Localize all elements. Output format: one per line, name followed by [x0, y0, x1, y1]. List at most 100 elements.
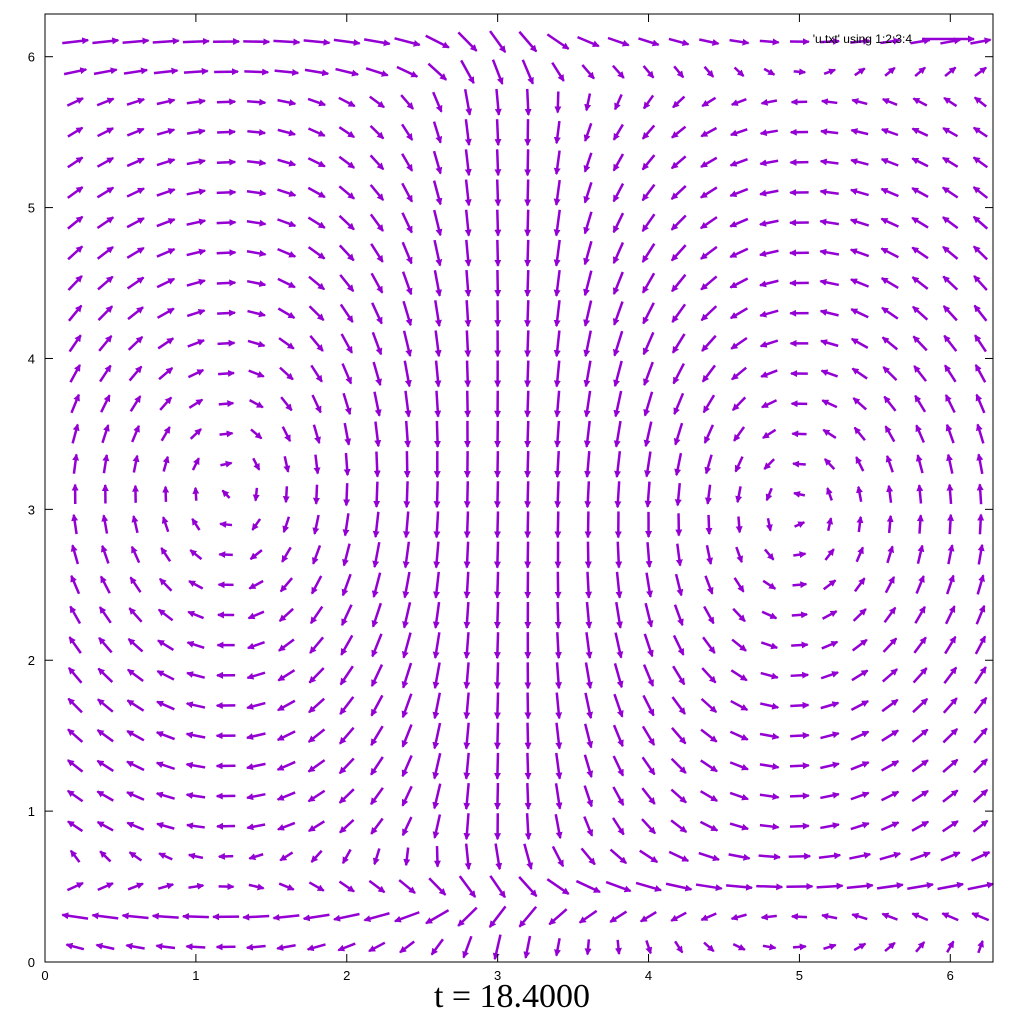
velocity-arrow — [524, 360, 532, 388]
velocity-arrow — [67, 759, 84, 773]
velocity-arrow — [820, 369, 839, 378]
velocity-arrow — [762, 943, 777, 951]
velocity-arrow — [759, 129, 778, 137]
velocity-arrow — [850, 278, 870, 288]
velocity-arrow — [819, 248, 840, 256]
velocity-arrow — [401, 724, 413, 748]
velocity-arrow — [67, 304, 83, 322]
velocity-arrow — [125, 942, 145, 950]
velocity-arrow — [642, 331, 655, 356]
velocity-arrow — [338, 185, 355, 200]
velocity-arrow — [493, 601, 501, 629]
velocity-arrow — [339, 303, 354, 323]
velocity-arrow — [217, 309, 236, 317]
velocity-arrow — [972, 156, 989, 169]
velocity-arrow — [493, 481, 501, 509]
velocity-arrow — [643, 633, 654, 658]
velocity-arrow — [340, 333, 354, 354]
velocity-arrow — [916, 484, 924, 504]
velocity-arrow — [701, 334, 717, 352]
velocity-arrow — [915, 575, 925, 594]
velocity-arrow — [553, 300, 561, 328]
velocity-arrow — [337, 942, 356, 952]
velocity-arrow — [156, 247, 176, 258]
velocity-arrow — [494, 239, 502, 267]
velocity-arrow — [554, 601, 562, 629]
velocity-arrow — [912, 305, 929, 321]
velocity-arrow — [96, 820, 114, 832]
velocity-arrow — [308, 667, 325, 684]
velocity-arrow — [880, 277, 899, 290]
velocity-arrow — [788, 852, 812, 860]
velocity-arrow — [524, 88, 532, 116]
velocity-arrow — [247, 309, 266, 318]
velocity-arrow — [151, 912, 179, 920]
velocity-arrow — [790, 701, 810, 709]
velocity-arrow — [585, 601, 593, 629]
velocity-arrow — [67, 728, 84, 743]
velocity-arrow — [553, 390, 561, 418]
velocity-arrow — [273, 38, 301, 46]
velocity-arrow — [913, 365, 928, 382]
velocity-arrow — [401, 212, 413, 234]
velocity-arrow — [612, 123, 624, 141]
velocity-arrow — [643, 391, 654, 417]
velocity-arrow — [401, 241, 413, 265]
velocity-arrow — [760, 671, 779, 680]
velocity-arrow — [71, 513, 79, 535]
velocity-arrow — [97, 127, 115, 138]
velocity-arrow — [942, 758, 959, 774]
velocity-arrow — [674, 452, 683, 477]
velocity-arrow — [883, 606, 897, 624]
velocity-arrow — [944, 635, 957, 655]
velocity-arrow — [704, 454, 713, 475]
velocity-arrow — [494, 149, 502, 177]
velocity-arrow — [849, 218, 870, 227]
velocity-arrow — [583, 420, 591, 448]
velocity-arrow — [759, 823, 780, 831]
velocity-arrow — [370, 725, 384, 747]
velocity-arrow — [554, 937, 561, 957]
velocity-arrow — [131, 424, 141, 443]
velocity-arrow — [404, 390, 412, 418]
velocity-arrow — [464, 360, 472, 388]
velocity-arrow — [729, 822, 750, 831]
velocity-arrow — [913, 636, 927, 654]
velocity-arrow — [851, 912, 868, 921]
velocity-arrow — [881, 729, 899, 742]
velocity-arrow — [613, 94, 623, 111]
velocity-arrow — [974, 635, 987, 655]
velocity-arrow — [880, 37, 901, 45]
velocity-arrow — [942, 275, 959, 291]
velocity-arrow — [700, 186, 718, 199]
velocity-arrow — [762, 428, 777, 440]
velocity-arrow — [309, 636, 325, 654]
velocity-arrow — [881, 698, 899, 713]
velocity-arrow — [373, 451, 381, 478]
velocity-arrow — [276, 944, 296, 951]
velocity-arrow — [548, 908, 568, 926]
velocity-arrow — [63, 67, 88, 76]
velocity-arrow — [157, 639, 175, 651]
velocity-arrow — [765, 487, 773, 502]
velocity-arrow — [819, 188, 839, 196]
velocity-arrow — [307, 728, 326, 743]
velocity-arrow — [494, 119, 502, 147]
time-caption: t = 18.4000 — [433, 978, 591, 1015]
velocity-arrow — [644, 481, 652, 508]
velocity-arrow — [701, 96, 717, 108]
velocity-arrow — [126, 791, 145, 801]
velocity-arrow — [641, 124, 656, 140]
velocity-arrow — [613, 420, 622, 448]
velocity-arrow — [493, 632, 501, 660]
velocity-arrow — [914, 605, 926, 624]
velocity-arrow — [278, 607, 294, 623]
velocity-arrow — [584, 939, 592, 956]
velocity-arrow — [849, 188, 869, 197]
velocity-arrow — [247, 610, 265, 620]
velocity-arrow — [852, 397, 868, 411]
velocity-arrow — [365, 67, 389, 77]
velocity-arrow — [641, 154, 656, 171]
velocity-arrow — [272, 913, 300, 921]
velocity-arrow — [605, 880, 632, 893]
